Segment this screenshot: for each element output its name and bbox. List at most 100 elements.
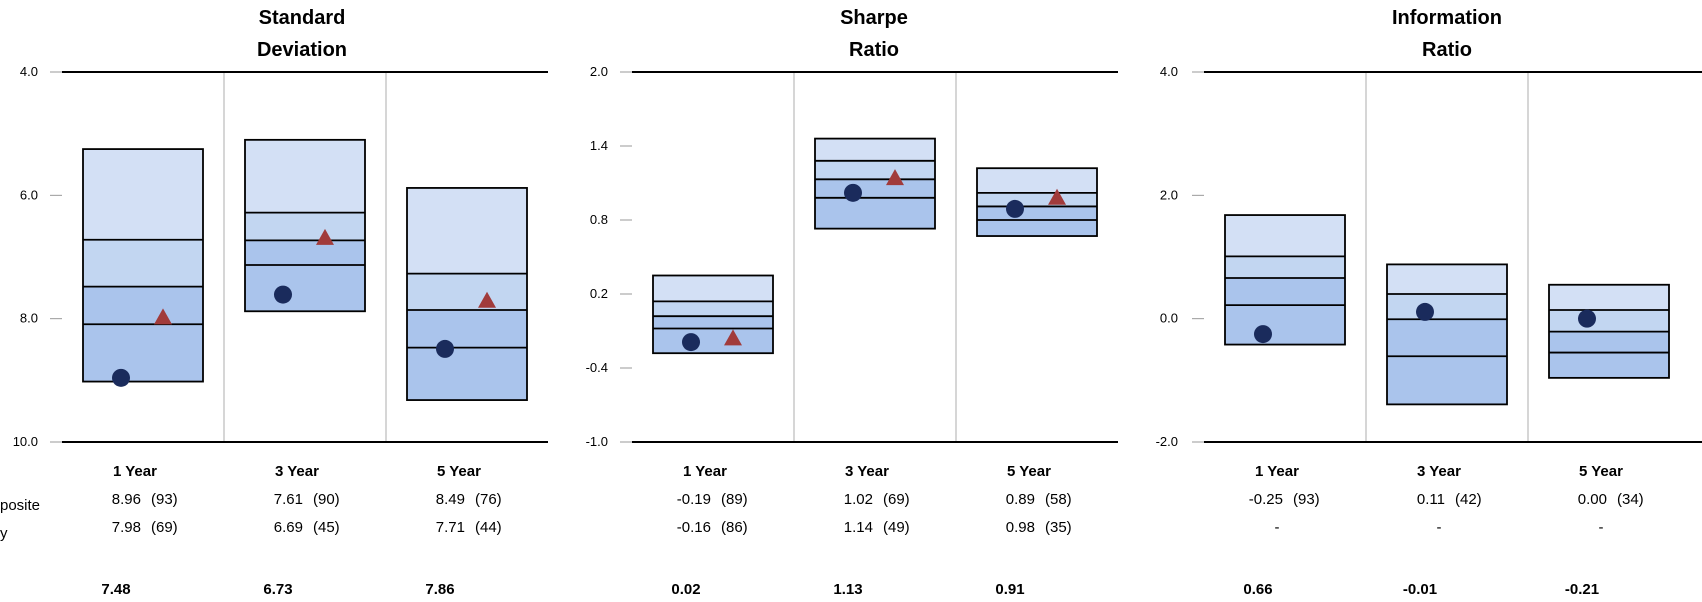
y-tick-label: 2.0 xyxy=(590,64,608,79)
benchmark-marker xyxy=(316,228,334,245)
composite-marker xyxy=(1254,325,1272,344)
percentile-band xyxy=(653,275,773,302)
percentile-band xyxy=(977,192,1097,207)
table-value: 0.11 xyxy=(1417,491,1445,508)
row-label-composite: posite xyxy=(0,497,40,514)
table-rank: (86) xyxy=(721,519,748,536)
median-value: 6.73 xyxy=(263,581,292,598)
y-tick-label: 8.0 xyxy=(20,311,38,326)
chart-title-line: Information xyxy=(1392,7,1502,29)
chart-panel-3: Information Ratio 4.0 2.0 0.0 -2.0 1 Year -0.25… xyxy=(1156,7,1702,598)
floating-bar-3 xyxy=(406,187,528,401)
table-rank: (34) xyxy=(1617,491,1644,508)
median-value: 7.86 xyxy=(425,581,454,598)
y-tick-label: 1.4 xyxy=(590,138,608,153)
median-value: -0.21 xyxy=(1565,581,1599,598)
table-value: 7.61 xyxy=(274,491,303,508)
table-value: 8.49 xyxy=(436,491,465,508)
floating-bar-2 xyxy=(814,137,936,230)
floating-bar-2 xyxy=(1386,263,1508,406)
percentile-band xyxy=(407,310,527,348)
chart-title-line: Sharpe xyxy=(840,7,908,29)
row-labels: posite y xyxy=(0,497,40,542)
composite-marker xyxy=(844,183,862,202)
y-tick-label: 2.0 xyxy=(1160,187,1178,202)
percentile-band xyxy=(407,187,527,274)
bar-outline xyxy=(814,137,936,230)
floating-bar-3 xyxy=(1548,283,1670,379)
chart-panel-1: Standard Deviation 4.0 6.0 8.0 10.0 1 Year 8.96… xyxy=(13,7,548,598)
y-tick-label: -2.0 xyxy=(1156,434,1178,449)
table-value: - xyxy=(1275,519,1280,536)
table-value: -0.25 xyxy=(1249,491,1283,508)
median-value: 0.02 xyxy=(671,581,700,598)
bar-outline xyxy=(652,274,774,355)
row-label-benchmark: y xyxy=(0,525,8,542)
composite-marker xyxy=(1578,309,1596,328)
percentile-band xyxy=(815,160,935,180)
table-value: 0.89 xyxy=(1006,491,1035,508)
table-rank: (69) xyxy=(883,491,910,508)
table-rank: (45) xyxy=(313,519,340,536)
percentile-band xyxy=(1387,294,1507,320)
floating-bar-3 xyxy=(976,167,1098,237)
bar-outline xyxy=(244,138,366,313)
y-tick-label: -0.4 xyxy=(586,360,608,375)
y-tick-label: 4.0 xyxy=(20,64,38,79)
chart-title-line: Deviation xyxy=(257,39,347,61)
chart-title-line: Ratio xyxy=(849,39,899,61)
benchmark-marker xyxy=(154,308,172,325)
chart-title-line: Ratio xyxy=(1422,39,1472,61)
table-value: 7.98 xyxy=(112,519,141,536)
bar-outline xyxy=(1224,214,1346,346)
composite-marker xyxy=(112,368,130,387)
table-value: 7.71 xyxy=(436,519,465,536)
table-value: -0.19 xyxy=(677,491,711,508)
percentile-band xyxy=(83,149,203,240)
y-tick-label: 0.2 xyxy=(590,286,608,301)
percentile-band xyxy=(815,197,935,229)
composite-marker xyxy=(682,333,700,352)
chart-title-line: Standard xyxy=(259,7,346,29)
percentile-band xyxy=(407,347,527,401)
percentile-band xyxy=(1225,305,1345,345)
y-tick-label: 10.0 xyxy=(13,434,38,449)
composite-marker xyxy=(1416,302,1434,321)
bar-outline xyxy=(406,187,528,401)
bar-outline xyxy=(1548,283,1670,379)
percentile-band xyxy=(1225,215,1345,257)
percentile-band xyxy=(815,138,935,161)
table-value: 1.02 xyxy=(844,491,873,508)
percentile-band xyxy=(407,273,527,311)
table-rank: (69) xyxy=(151,519,178,536)
floating-bar-1 xyxy=(1224,214,1346,346)
y-tick-label: 0.0 xyxy=(1160,311,1178,326)
percentile-band xyxy=(83,239,203,287)
percentile-band xyxy=(977,220,1097,237)
percentile-band xyxy=(1387,264,1507,294)
percentile-band xyxy=(245,240,365,266)
percentile-band xyxy=(977,206,1097,220)
benchmark-marker xyxy=(724,329,742,346)
table-rank: (89) xyxy=(721,491,748,508)
bar-outline xyxy=(1386,263,1508,406)
table-rank: (44) xyxy=(475,519,502,536)
bar-outline xyxy=(976,167,1098,237)
percentile-band xyxy=(245,265,365,312)
table-rank: (76) xyxy=(475,491,502,508)
median-value: 0.91 xyxy=(995,581,1024,598)
table-rank: (58) xyxy=(1045,491,1072,508)
percentile-band xyxy=(1387,356,1507,405)
benchmark-marker xyxy=(886,169,904,186)
median-value: 0.66 xyxy=(1243,581,1272,598)
percentile-band xyxy=(1549,310,1669,332)
percentile-band xyxy=(1549,331,1669,353)
y-tick-label: 0.8 xyxy=(590,212,608,227)
percentile-band xyxy=(1387,319,1507,357)
period-label: 3 Year xyxy=(1417,463,1461,480)
median-value: 1.13 xyxy=(833,581,862,598)
percentile-band xyxy=(1549,352,1669,378)
composite-marker xyxy=(1006,199,1024,218)
table-rank: (49) xyxy=(883,519,910,536)
